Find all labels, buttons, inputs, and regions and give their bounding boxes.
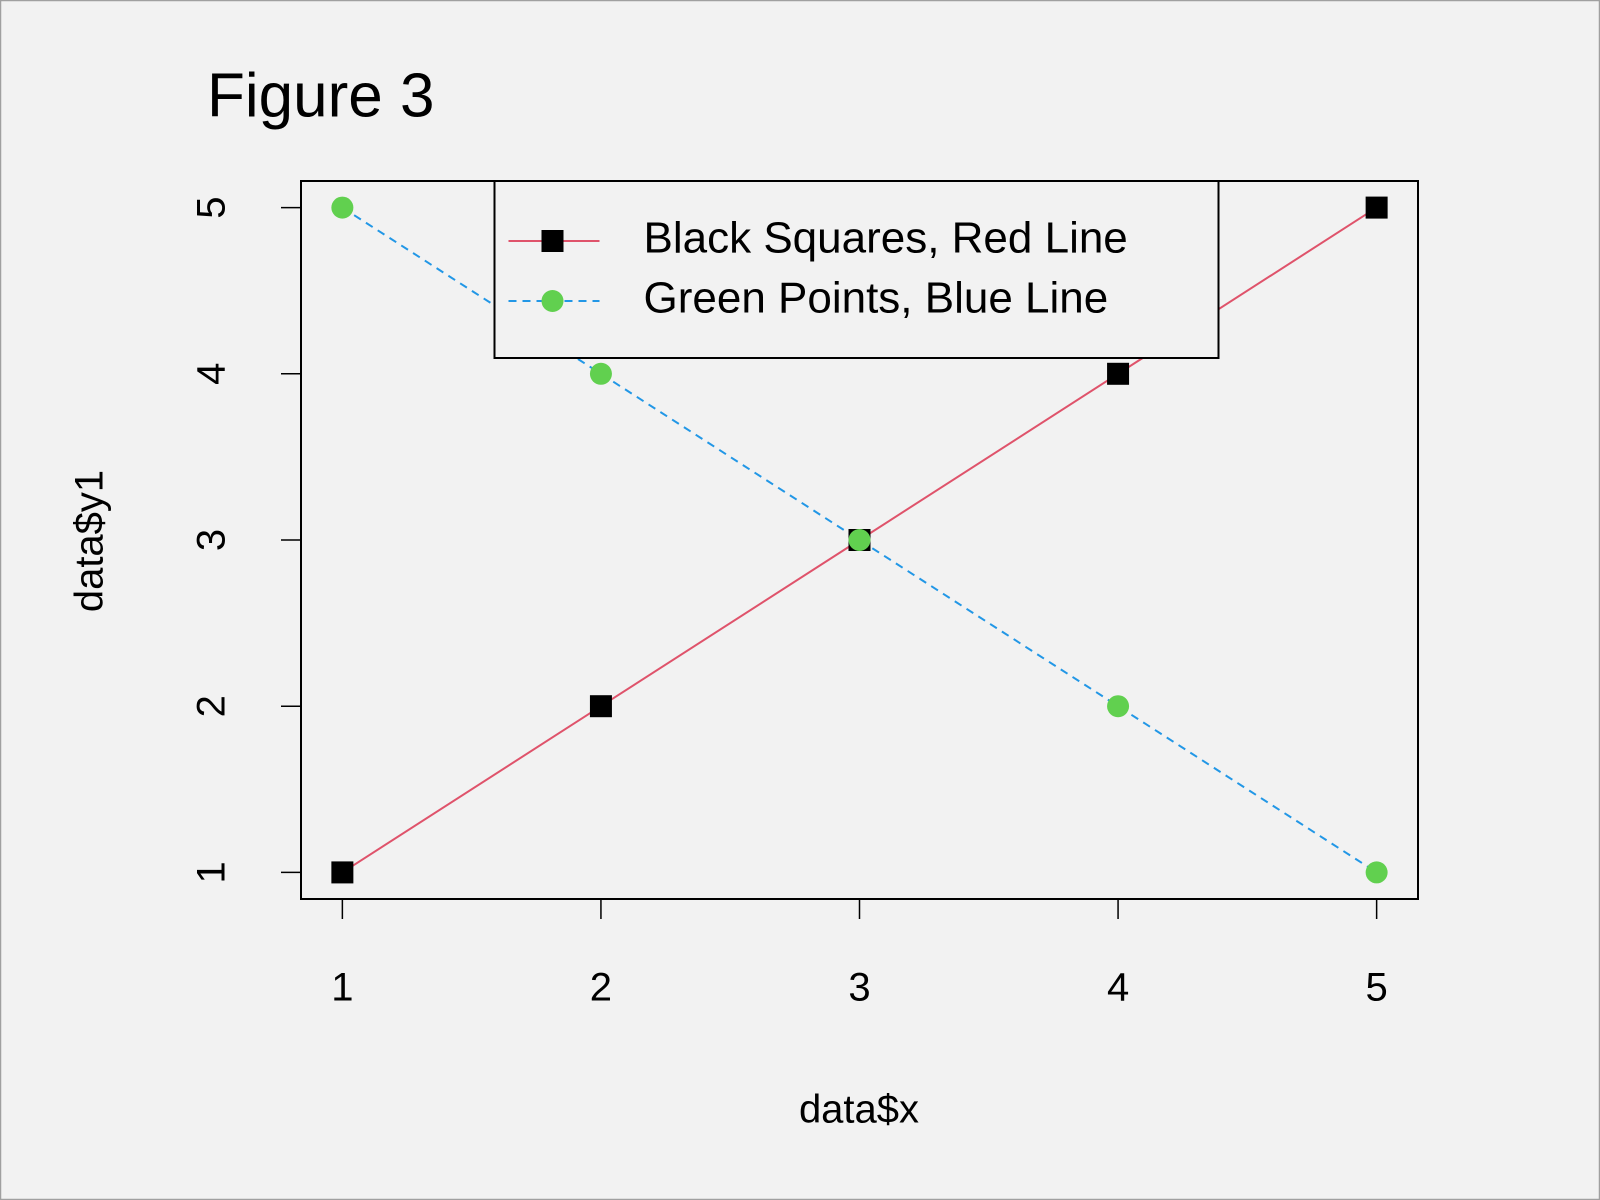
x-tick-label: 5 [1366, 966, 1388, 1010]
legend-label: Green Points, Blue Line [644, 274, 1109, 323]
chart-title: Figure 3 [207, 61, 434, 130]
data-point [331, 861, 354, 884]
y-tick-label: 4 [190, 363, 234, 385]
y-tick-label: 3 [190, 529, 234, 551]
data-point [848, 529, 871, 551]
data-point [331, 196, 354, 219]
data-point [1365, 861, 1388, 884]
y-tick-label: 2 [190, 695, 234, 717]
legend-label: Black Squares, Red Line [644, 214, 1128, 263]
x-tick-label: 4 [1107, 966, 1129, 1010]
y-tick-label: 1 [190, 861, 234, 883]
legend-marker [541, 290, 564, 312]
legend-marker [541, 230, 564, 252]
x-tick-label: 1 [331, 966, 353, 1010]
y-axis-label: data$y1 [68, 470, 112, 612]
data-point [589, 695, 612, 718]
legend-box [493, 180, 1220, 359]
data-point [1107, 695, 1130, 718]
data-point [1365, 196, 1388, 219]
series-line [341, 206, 1378, 874]
data-point [1107, 362, 1130, 385]
x-tick-label: 2 [590, 966, 612, 1010]
data-point [589, 362, 612, 385]
x-tick-label: 3 [848, 966, 870, 1010]
y-tick-label: 5 [190, 196, 234, 218]
x-axis-label: data$x [799, 1088, 919, 1132]
